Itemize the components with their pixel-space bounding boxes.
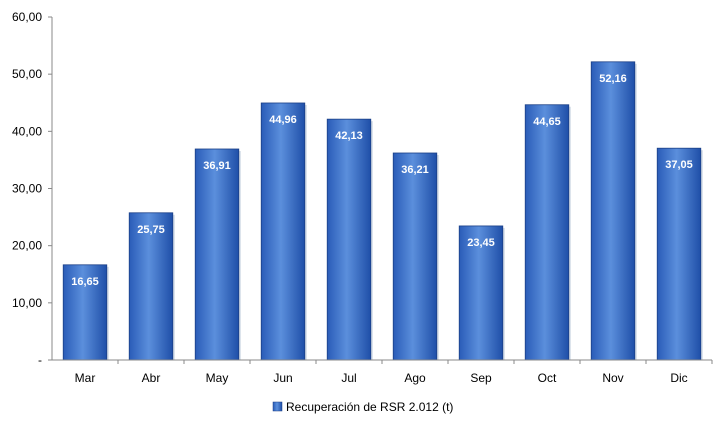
legend-label: Recuperación de RSR 2.012 (t) [286, 400, 453, 414]
bar-value-label: 36,21 [401, 164, 429, 176]
x-tick-label: Jun [273, 371, 292, 385]
bar [656, 147, 702, 361]
y-tick-label: 60,00 [12, 10, 42, 24]
x-tick-label: May [206, 371, 229, 385]
bar [590, 61, 636, 361]
bar-value-label: 44,65 [533, 116, 561, 128]
x-axis: Mar Abr May Jun Jul Ago Sep Oct Nov Dic [52, 359, 713, 385]
x-tick-label: Mar [75, 371, 96, 385]
bar [62, 264, 108, 361]
bar-value-label: 42,13 [335, 130, 363, 142]
bar [458, 225, 504, 361]
x-tick-label: Ago [404, 371, 426, 385]
x-tick-label: Jul [341, 371, 356, 385]
x-tick-label: Abr [142, 371, 161, 385]
bar [524, 104, 570, 361]
bar [128, 212, 174, 361]
bar-value-label: 25,75 [137, 224, 165, 236]
x-tick-label: Nov [602, 371, 623, 385]
x-tick-label: Oct [538, 371, 557, 385]
bar [194, 148, 240, 361]
y-tick-label: 10,00 [12, 296, 42, 310]
bar-value-label: 44,96 [269, 114, 297, 126]
x-tick-label: Sep [470, 371, 492, 385]
bars: 16,65 25,75 36,91 44,96 42,13 36,21 23,45 44,65… [62, 61, 703, 361]
y-tick-label: - [38, 353, 42, 367]
bar-value-label: 37,05 [665, 159, 693, 171]
legend-swatch [272, 401, 283, 412]
bar [392, 152, 438, 361]
bar [260, 102, 306, 361]
y-tick-label: 50,00 [12, 67, 42, 81]
bar [326, 118, 372, 361]
bar-value-label: 52,16 [599, 73, 627, 85]
bar-value-label: 36,91 [203, 160, 231, 172]
x-tick-label: Dic [670, 371, 687, 385]
y-tick-label: 30,00 [12, 182, 42, 196]
y-tick-label: 40,00 [12, 124, 42, 138]
y-axis: - 10,00 20,00 30,00 40,00 50,00 60,00 [12, 10, 53, 367]
bar-value-label: 23,45 [467, 237, 495, 249]
legend: Recuperación de RSR 2.012 (t) [272, 400, 453, 414]
y-tick-label: 20,00 [12, 239, 42, 253]
bar-value-label: 16,65 [71, 276, 99, 288]
